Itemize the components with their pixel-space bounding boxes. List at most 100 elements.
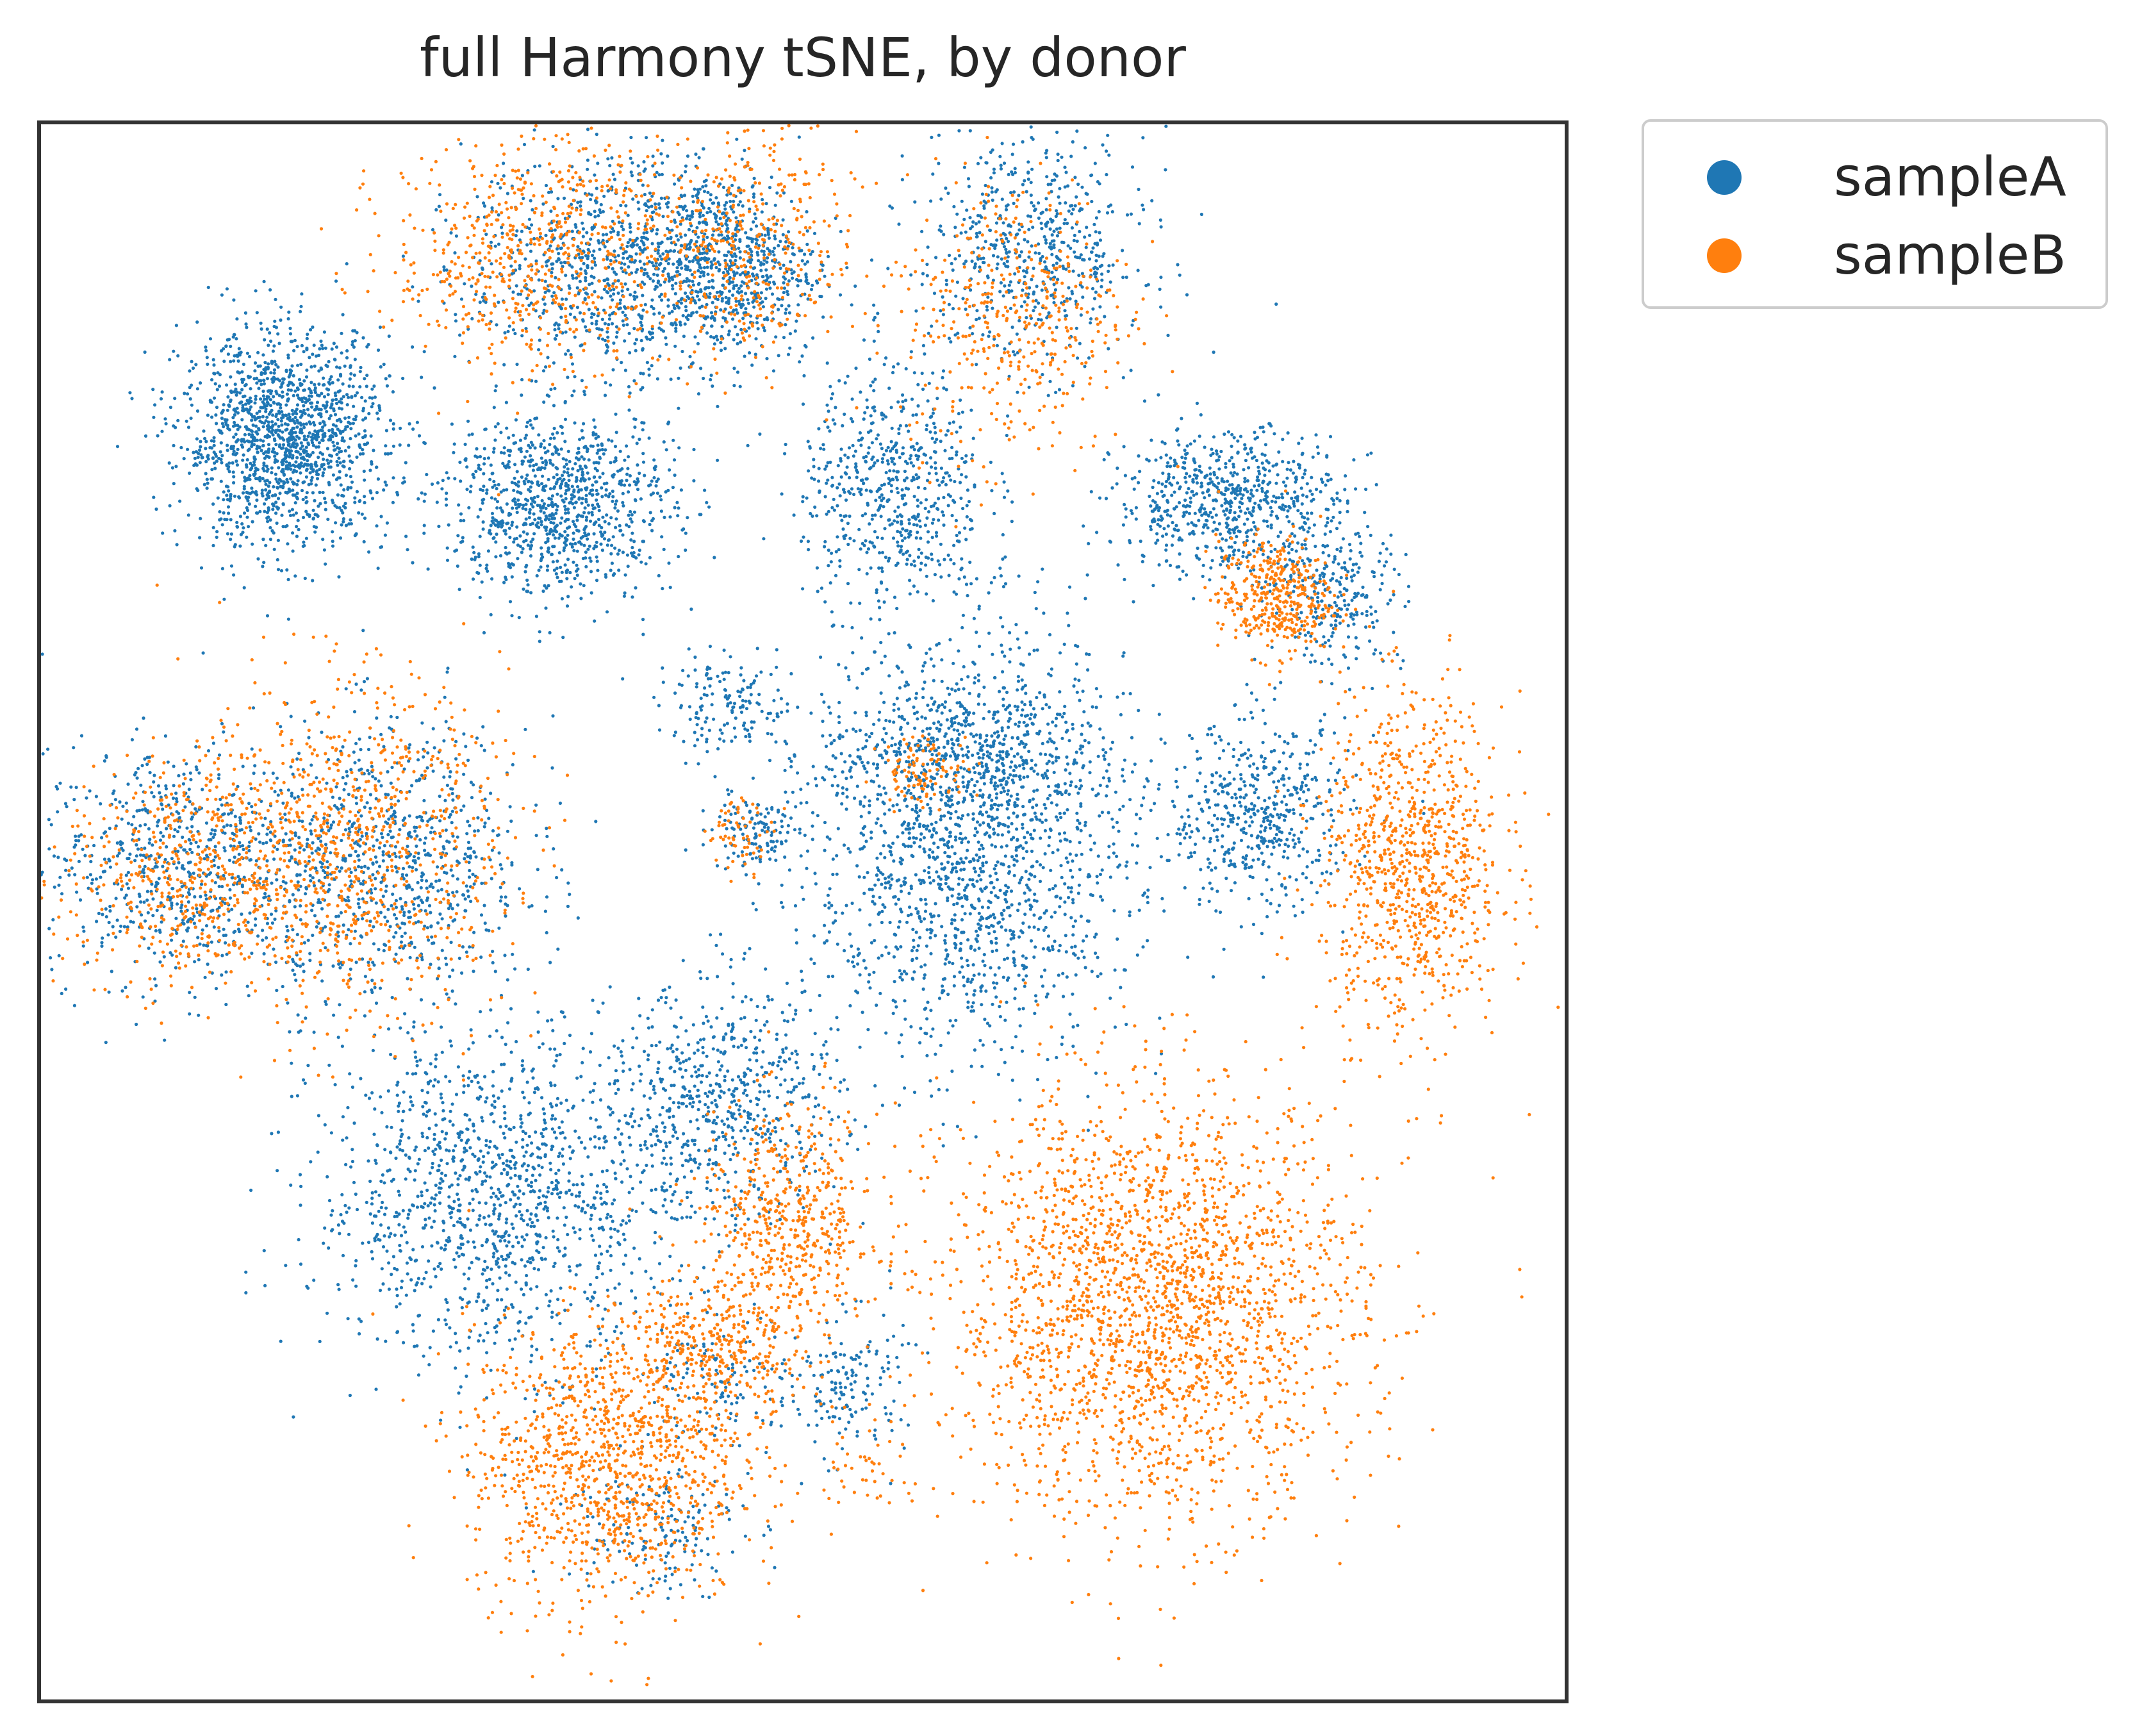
data-point bbox=[240, 470, 244, 474]
data-point bbox=[1046, 220, 1050, 224]
data-point bbox=[254, 477, 258, 481]
data-point bbox=[591, 433, 595, 437]
data-point bbox=[716, 338, 720, 342]
data-point bbox=[344, 474, 348, 477]
data-point bbox=[563, 465, 566, 469]
data-point bbox=[933, 573, 937, 577]
data-point bbox=[691, 200, 695, 204]
data-point bbox=[697, 281, 701, 285]
data-point bbox=[912, 559, 916, 563]
data-point bbox=[916, 404, 920, 408]
data-point bbox=[1107, 264, 1111, 268]
data-point bbox=[525, 243, 529, 247]
data-point bbox=[1083, 146, 1087, 150]
data-point bbox=[1017, 228, 1021, 232]
data-point bbox=[507, 526, 511, 530]
data-point bbox=[969, 408, 973, 412]
data-point bbox=[164, 422, 168, 426]
data-point bbox=[924, 498, 928, 502]
data-point bbox=[920, 229, 924, 233]
data-point bbox=[537, 517, 541, 520]
data-point bbox=[362, 540, 366, 544]
data-point bbox=[232, 481, 236, 485]
data-point bbox=[606, 291, 610, 295]
data-point bbox=[994, 221, 999, 225]
data-point bbox=[296, 388, 300, 392]
data-point bbox=[515, 536, 519, 540]
data-point bbox=[912, 584, 916, 588]
data-point bbox=[331, 431, 334, 434]
data-point bbox=[1080, 285, 1084, 289]
data-point bbox=[775, 191, 779, 195]
data-point bbox=[666, 154, 670, 158]
data-point bbox=[535, 416, 539, 420]
data-point bbox=[622, 504, 625, 508]
data-point bbox=[579, 344, 582, 348]
data-point bbox=[740, 280, 744, 284]
data-point bbox=[541, 506, 545, 510]
data-point bbox=[854, 462, 858, 466]
data-point bbox=[357, 432, 361, 436]
data-point bbox=[531, 522, 535, 525]
data-point bbox=[1013, 353, 1017, 357]
data-point bbox=[270, 361, 274, 365]
data-point bbox=[351, 384, 355, 388]
data-point bbox=[378, 326, 383, 329]
data-point bbox=[818, 489, 821, 493]
data-point bbox=[311, 579, 315, 583]
data-point bbox=[229, 398, 233, 402]
data-point bbox=[265, 395, 269, 399]
data-point bbox=[727, 333, 730, 336]
data-point bbox=[1106, 133, 1110, 137]
data-point bbox=[537, 568, 541, 572]
data-point bbox=[687, 227, 691, 231]
data-point bbox=[550, 494, 555, 498]
data-point bbox=[900, 545, 903, 549]
data-point bbox=[559, 486, 563, 490]
data-point bbox=[320, 392, 324, 395]
data-point bbox=[803, 252, 807, 256]
data-point bbox=[717, 269, 721, 273]
data-point bbox=[726, 226, 730, 231]
data-point bbox=[725, 201, 729, 204]
data-point bbox=[265, 415, 269, 419]
data-point bbox=[588, 519, 593, 523]
data-point bbox=[873, 461, 877, 465]
data-point bbox=[953, 479, 957, 484]
data-point bbox=[641, 183, 645, 187]
data-point bbox=[975, 318, 978, 322]
data-point bbox=[1130, 323, 1134, 327]
data-point bbox=[249, 461, 252, 465]
data-point bbox=[702, 274, 705, 277]
data-point bbox=[286, 617, 290, 621]
data-point bbox=[515, 284, 518, 288]
data-point bbox=[996, 255, 1000, 259]
data-point bbox=[1010, 153, 1014, 156]
data-point bbox=[1064, 170, 1068, 174]
data-point bbox=[796, 303, 800, 307]
data-point bbox=[497, 213, 500, 217]
data-point bbox=[1065, 314, 1069, 318]
data-point bbox=[946, 504, 950, 508]
data-point bbox=[218, 510, 222, 514]
data-point bbox=[311, 517, 315, 520]
data-point bbox=[284, 490, 288, 495]
data-point bbox=[916, 531, 919, 534]
data-point bbox=[654, 484, 658, 488]
data-point bbox=[317, 472, 320, 477]
data-point bbox=[878, 442, 882, 446]
data-point bbox=[1060, 155, 1064, 159]
data-point bbox=[642, 272, 646, 277]
data-point bbox=[991, 148, 994, 152]
data-point bbox=[576, 201, 580, 204]
data-point bbox=[540, 520, 543, 524]
data-point bbox=[837, 379, 841, 383]
data-point bbox=[491, 536, 495, 540]
data-point bbox=[593, 215, 597, 219]
data-point bbox=[716, 458, 720, 462]
data-point bbox=[738, 238, 742, 242]
data-point bbox=[581, 497, 584, 500]
data-point bbox=[575, 475, 579, 479]
data-point bbox=[579, 536, 583, 540]
data-point bbox=[825, 481, 828, 485]
